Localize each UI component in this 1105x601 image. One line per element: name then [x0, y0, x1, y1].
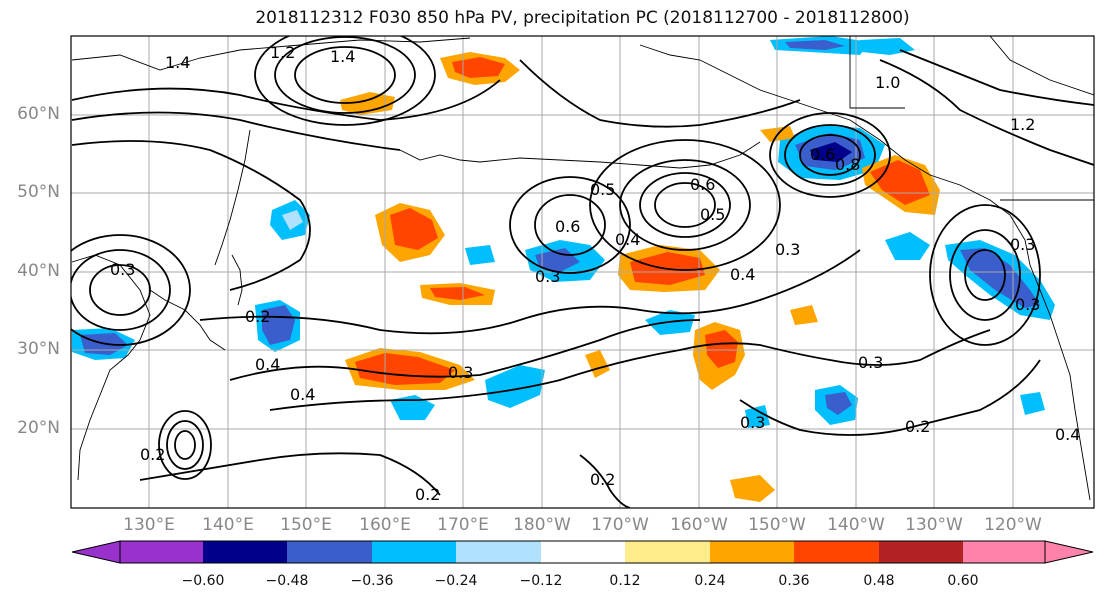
contour-label: 1.4 — [165, 53, 190, 72]
lat-label: 40°N — [17, 261, 60, 281]
contour-labels: 1.4 1.4 1.2 0.3 0.5 0.6 0.6 0.4 0.3 0.6 … — [110, 43, 1080, 504]
contour-label: 0.4 — [615, 230, 640, 249]
contour-label: 1.2 — [1010, 115, 1035, 134]
lon-label: 130°W — [905, 515, 963, 535]
lon-label: 140°E — [202, 515, 254, 535]
contour-label: 0.2 — [415, 485, 440, 504]
colorbar-tick: 0.36 — [778, 573, 810, 589]
lon-label: 120°W — [984, 515, 1042, 535]
lat-label: 50°N — [17, 182, 60, 202]
contour-label: 0.4 — [730, 265, 755, 284]
contour-label: 0.3 — [740, 413, 765, 432]
contour-label: 1.4 — [330, 47, 355, 66]
contour-label: 1.2 — [270, 43, 295, 62]
contour-label: 0.2 — [140, 445, 165, 464]
lon-label: 170°E — [437, 515, 489, 535]
contour-label: 0.4 — [290, 385, 315, 404]
colorbar-tick: 0.24 — [694, 573, 726, 589]
lat-label: 60°N — [17, 104, 60, 124]
contour-label: 0.6 — [555, 217, 580, 236]
coastlines — [71, 36, 1094, 501]
contour-label: 0.3 — [110, 260, 135, 279]
colorbar-tick: −0.24 — [434, 573, 478, 589]
contour-label: 0.2 — [905, 417, 930, 436]
lon-label: 140°W — [827, 515, 885, 535]
contour-label: 0.3 — [1015, 295, 1040, 314]
contour-label: 1.0 — [875, 73, 900, 92]
contour-label: 0.8 — [835, 155, 860, 174]
contour-label: 0.3 — [535, 267, 560, 286]
colorbar-tick: 0.60 — [947, 573, 979, 589]
colorbar-tick: −0.12 — [519, 573, 563, 589]
lon-label: 130°E — [123, 515, 175, 535]
contour-label: 0.2 — [590, 470, 615, 489]
contour-label: 0.6 — [810, 145, 835, 164]
lon-label: 150°W — [748, 515, 806, 535]
contour-label: 0.4 — [1055, 425, 1080, 444]
lon-label: 160°E — [359, 515, 411, 535]
contour-label: 0.3 — [448, 363, 473, 382]
contour-label: 0.4 — [255, 355, 280, 374]
lon-label: 170°W — [591, 515, 649, 535]
colorbar-tick: −0.36 — [350, 573, 394, 589]
pv-contours — [71, 36, 1094, 508]
precip-shading — [72, 36, 1055, 502]
figure-title: 2018112312 F030 850 hPa PV, precipitatio… — [255, 8, 910, 28]
lon-label: 180°W — [513, 515, 571, 535]
contour-label: 0.5 — [590, 180, 615, 199]
lon-label: 160°W — [670, 515, 728, 535]
lat-label: 30°N — [17, 339, 60, 359]
contour-label: 0.5 — [700, 205, 725, 224]
contour-label: 0.6 — [690, 175, 715, 194]
colorbar-tick: −0.60 — [181, 573, 225, 589]
contour-label: 0.3 — [1010, 235, 1035, 254]
colorbar-tick: −0.48 — [265, 573, 309, 589]
contour-label: 0.3 — [775, 240, 800, 259]
map-frame — [70, 35, 1095, 509]
colorbar-tick: 0.48 — [863, 573, 895, 589]
contour-label: 0.3 — [858, 353, 883, 372]
colorbar-tick: 0.12 — [609, 573, 641, 589]
lon-label: 150°E — [280, 515, 332, 535]
contour-label: 0.2 — [245, 307, 270, 326]
lat-label: 20°N — [17, 418, 60, 438]
